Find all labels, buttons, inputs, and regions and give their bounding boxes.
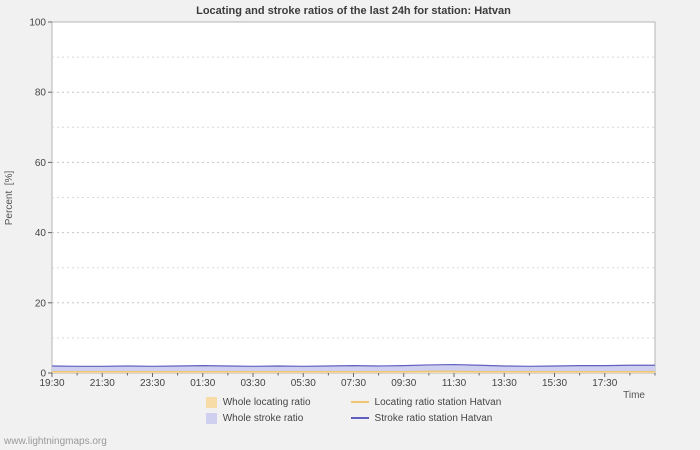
legend-item: Locating ratio station Hatvan [350, 394, 502, 410]
chart-title: Locating and stroke ratios of the last 2… [196, 5, 511, 17]
svg-text:20: 20 [35, 298, 47, 309]
svg-text:100: 100 [29, 18, 46, 29]
svg-text:80: 80 [35, 88, 47, 99]
legend-label: Whole stroke ratio [222, 412, 304, 424]
legend: Whole locating ratio Whole stroke ratio Lo… [52, 394, 655, 426]
svg-text:23:30: 23:30 [140, 378, 165, 389]
legend-swatch-line [350, 417, 369, 419]
svg-text:60: 60 [35, 158, 47, 169]
legend-swatch-area [205, 412, 217, 424]
legend-swatch-area [205, 396, 217, 408]
legend-item: Whole stroke ratio [205, 410, 311, 426]
svg-text:15:30: 15:30 [542, 378, 567, 389]
legend-item: Stroke ratio station Hatvan [350, 410, 502, 426]
legend-swatch-line [350, 401, 369, 403]
svg-text:21:30: 21:30 [90, 378, 115, 389]
legend-label: Stroke ratio station Hatvan [374, 412, 493, 424]
legend-label: Locating ratio station Hatvan [374, 396, 502, 408]
x-axis-label: Time [623, 390, 645, 401]
svg-text:11:30: 11:30 [442, 378, 467, 389]
svg-text:40: 40 [35, 228, 47, 239]
svg-text:09:30: 09:30 [391, 378, 416, 389]
svg-text:03:30: 03:30 [240, 378, 265, 389]
svg-text:07:30: 07:30 [341, 378, 366, 389]
svg-text:19:30: 19:30 [39, 378, 64, 389]
watermark-link[interactable]: www.lightningmaps.org [4, 436, 107, 447]
svg-text:01:30: 01:30 [190, 378, 215, 389]
legend-item: Whole locating ratio [205, 394, 311, 410]
legend-label: Whole locating ratio [222, 396, 311, 408]
svg-text:17:30: 17:30 [592, 378, 617, 389]
svg-text:13:30: 13:30 [492, 378, 517, 389]
svg-text:0: 0 [40, 369, 46, 380]
svg-text:05:30: 05:30 [291, 378, 316, 389]
